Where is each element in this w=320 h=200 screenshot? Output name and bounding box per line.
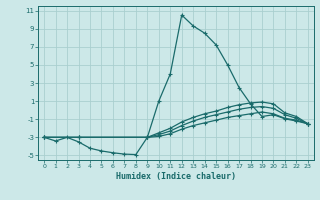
X-axis label: Humidex (Indice chaleur): Humidex (Indice chaleur) [116, 172, 236, 181]
